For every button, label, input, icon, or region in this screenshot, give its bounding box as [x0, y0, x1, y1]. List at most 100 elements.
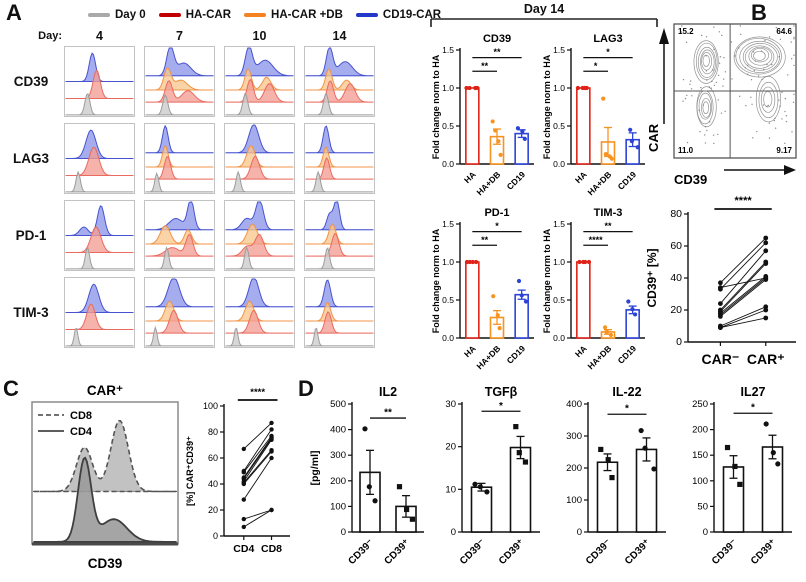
svg-text:0: 0	[341, 527, 346, 538]
svg-text:CD4: CD4	[70, 426, 93, 438]
legend-label: CD19-CAR	[382, 9, 442, 21]
chart-title: IL-22	[612, 385, 641, 399]
y-axis-label: [pg/ml]	[309, 451, 321, 486]
data-points	[396, 484, 416, 522]
data-points	[598, 446, 615, 481]
significance: **	[472, 47, 522, 59]
histogram-CD4	[34, 456, 176, 543]
chart-title: PD-1	[484, 207, 509, 219]
y-axis-label: [%] CAR⁺CD39⁺	[185, 436, 195, 506]
svg-text:40: 40	[208, 479, 218, 489]
significance: **	[583, 221, 633, 233]
svg-text:400: 400	[330, 425, 346, 436]
x-tick-label: CD39⁻	[347, 537, 377, 567]
cd39-axis-arrow	[724, 165, 796, 175]
svg-text:50: 50	[697, 501, 708, 512]
ridge-cell-CD39-day10	[224, 46, 295, 117]
x-tick-label: CAR⁺	[747, 351, 785, 367]
svg-text:**: **	[493, 47, 501, 57]
y-axis-label: Fold change norm to HA	[542, 54, 552, 159]
svg-text:100: 100	[692, 476, 708, 487]
legend-swatch	[158, 13, 181, 17]
bar-HA	[465, 87, 480, 165]
data-points	[626, 299, 638, 317]
significance: ****	[237, 387, 278, 401]
svg-text:0: 0	[451, 527, 456, 538]
scatter-dots	[680, 25, 795, 145]
data-points	[464, 85, 480, 91]
legend-swatch	[355, 13, 378, 17]
chart-title: IL2	[379, 385, 397, 399]
x-tick-label: CD19	[616, 343, 639, 366]
svg-text:200: 200	[330, 476, 346, 487]
il22-chart: IL-22 0 100 200 300 400 CD39⁻ CD39⁺ *	[566, 385, 666, 567]
chart-title: CAR⁺	[87, 383, 123, 398]
legend-item-1: HA-CAR	[158, 9, 231, 21]
x-tick-label: HA	[462, 343, 478, 359]
panel-c-label: C	[3, 376, 19, 401]
svg-text:0: 0	[213, 531, 218, 541]
svg-text:1.0: 1.0	[553, 83, 565, 93]
svg-text:300: 300	[566, 431, 582, 442]
x-tick-label: CD39⁺	[623, 537, 653, 567]
day-label: Day:	[38, 30, 62, 42]
significance: *	[583, 61, 608, 72]
svg-text:9.17: 9.17	[776, 146, 792, 155]
svg-text:0.5: 0.5	[553, 121, 565, 131]
data-points	[628, 127, 640, 150]
significance: **	[472, 235, 497, 246]
svg-text:*: *	[751, 403, 755, 414]
significance: **	[370, 408, 406, 419]
svg-text:0.5: 0.5	[442, 121, 454, 131]
svg-text:0.0: 0.0	[553, 333, 565, 343]
svg-text:20: 20	[670, 304, 682, 316]
data-points	[577, 259, 592, 265]
legend-item-3: CD19-CAR	[355, 9, 442, 21]
svg-text:100: 100	[566, 495, 582, 506]
svg-text:64.6: 64.6	[776, 27, 792, 36]
x-tick-label: HA+DB	[474, 343, 502, 371]
svg-text:**: **	[481, 235, 489, 245]
ridge-cell-CD39-day7	[144, 46, 215, 117]
svg-text:**: **	[384, 408, 392, 419]
x-tick-label: CD4	[233, 543, 254, 555]
ridge-cell-LAG3-day7	[144, 123, 215, 194]
error-bar	[402, 494, 410, 518]
x-tick-label: HA	[573, 169, 589, 185]
significance: ****	[714, 195, 772, 210]
y-axis-label: Fold change norm to HA	[431, 228, 441, 333]
quadrant-values: 15.2 64.6 11.0 9.17	[678, 27, 793, 155]
x-axis-label: CD39	[88, 556, 123, 571]
svg-text:1.5: 1.5	[553, 45, 565, 55]
svg-text:1.5: 1.5	[442, 45, 454, 55]
x-tick-label: CD39⁺	[749, 537, 779, 567]
svg-text:500: 500	[330, 399, 346, 410]
legend-item-2: HA-CAR +DB	[244, 9, 343, 21]
svg-text:10: 10	[445, 484, 456, 495]
data-points	[638, 427, 657, 472]
x-tick-label: HA	[573, 343, 589, 359]
ridge-cell-PD-1-day4	[64, 200, 135, 271]
panel-d-label: D	[298, 376, 314, 401]
il27-chart: IL27 0 50 100 150 200 250 CD39⁻ CD39⁺ *	[692, 385, 792, 567]
ridge-cell-CD39-day4	[64, 46, 135, 117]
significance: ****	[583, 235, 608, 246]
cd39-by-car-paired: 0 20 40 60 80 CD39⁺ [%] CAR⁻ CAR⁺ ****	[645, 195, 796, 367]
data-points	[601, 96, 614, 161]
x-tick-label: CD39⁻	[584, 537, 614, 567]
panel-a-legend: Day 0 HA-CAR HA-CAR +DB CD19-CAR	[88, 9, 441, 21]
marker-label-LAG3: LAG3	[12, 150, 49, 166]
svg-text:1.0: 1.0	[553, 257, 565, 267]
significance: *	[583, 47, 633, 59]
data-points	[491, 294, 502, 331]
day14-bracket	[430, 18, 658, 27]
svg-text:0: 0	[577, 527, 582, 538]
chart-title: CD39	[483, 33, 511, 45]
ridge-cell-PD-1-day10	[224, 200, 295, 271]
svg-text:400: 400	[566, 399, 582, 410]
car-axis-arrow	[659, 28, 669, 124]
